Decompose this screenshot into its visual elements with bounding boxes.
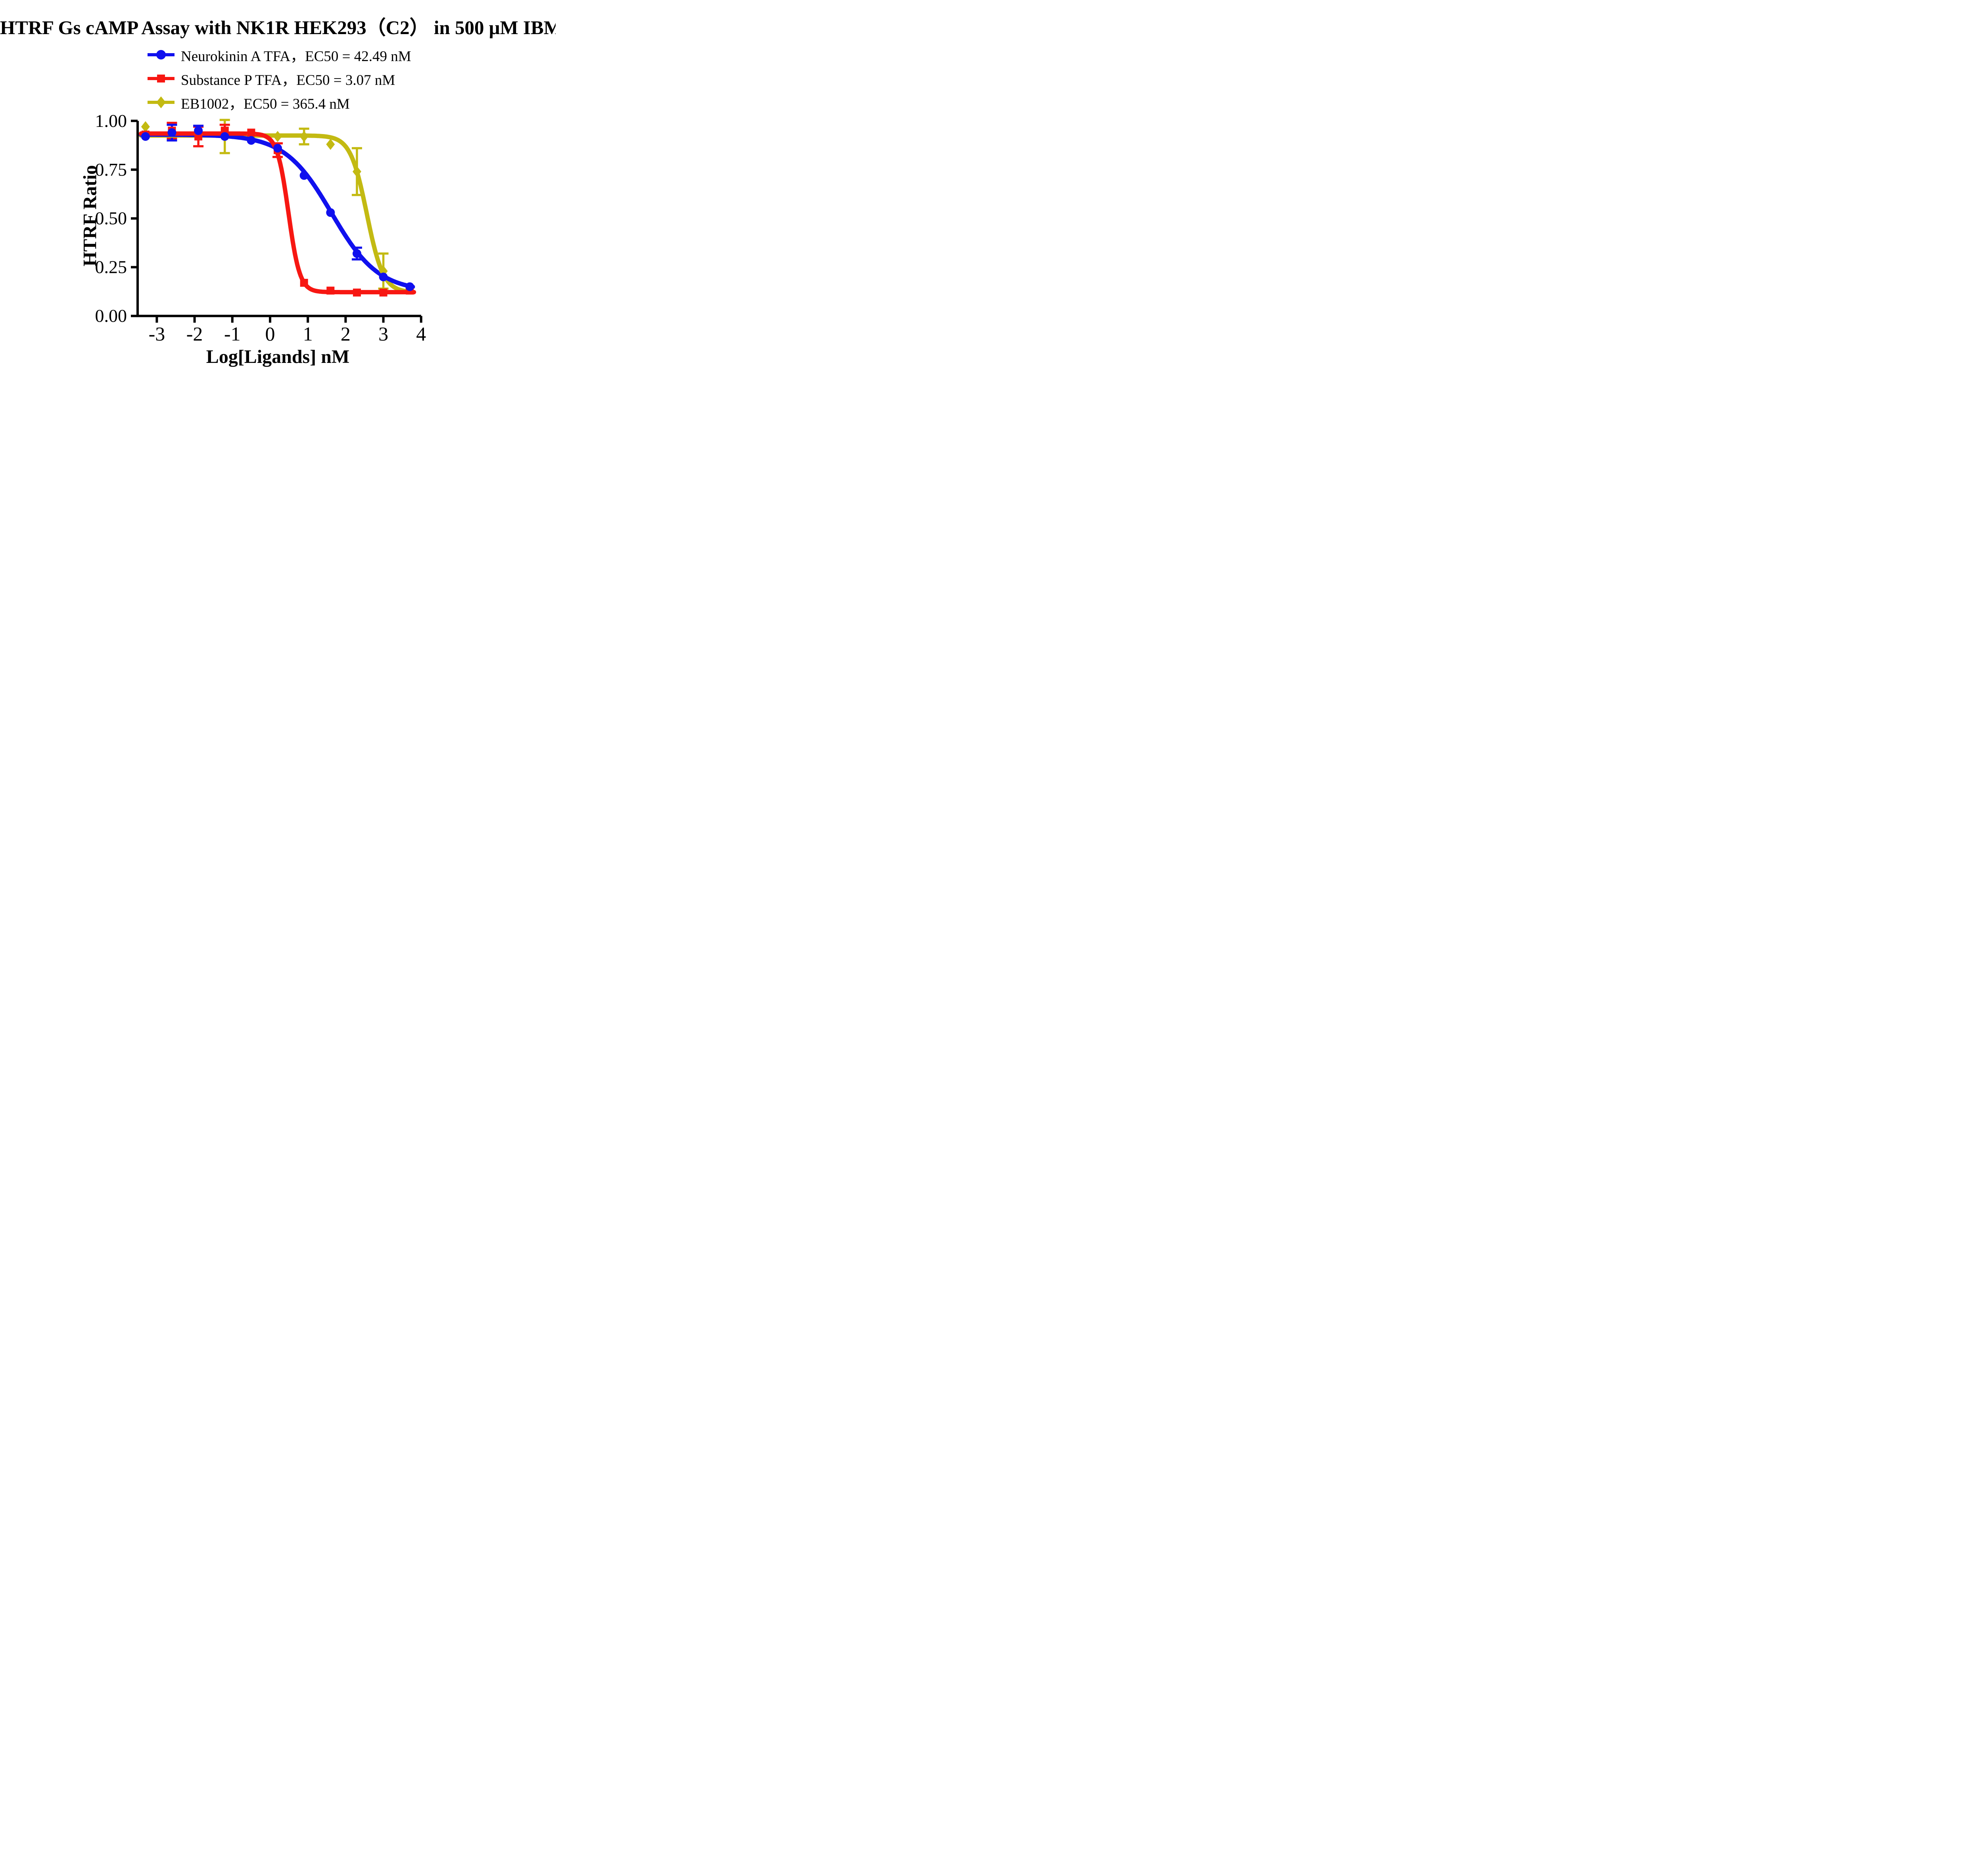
- legend-label: EB1002，EC50 = 365.4 nM: [181, 96, 350, 112]
- neurokinin-a-point: [220, 132, 229, 141]
- neurokinin-a-point: [352, 249, 361, 258]
- neurokinin-a-point: [379, 272, 388, 282]
- figure: HTRF Gs cAMP Assay with NK1R HEK293（C2） …: [0, 0, 556, 375]
- y-tick-label: 1.00: [95, 111, 127, 131]
- x-tick-label: 1: [303, 323, 313, 345]
- neurokinin-a-point: [326, 208, 335, 217]
- legend-label: Neurokinin A TFA，EC50 = 42.49 nM: [181, 48, 411, 65]
- y-tick-label: 0.75: [95, 159, 127, 180]
- y-axis-title: HTRF Ratio: [79, 165, 101, 267]
- neurokinin-a-point: [194, 126, 203, 135]
- neurokinin-a-point: [247, 136, 256, 145]
- y-tick-label: 0.50: [95, 208, 127, 228]
- legend-item-substance-p: Substance P TFA，EC50 = 3.07 nM: [147, 67, 411, 90]
- substance-p-point: [300, 278, 308, 287]
- x-tick-label: 2: [341, 323, 351, 345]
- eb1002-point: [352, 166, 361, 177]
- plot-area: 1.00 0.75 0.50 0.25 0.00 -3 -2 -1 0 1 2 3 4: [95, 111, 426, 345]
- legend-item-eb1002: EB1002，EC50 = 365.4 nM: [147, 90, 411, 114]
- neurokinin-a-point: [273, 144, 282, 153]
- legend-label: Substance P TFA，EC50 = 3.07 nM: [181, 72, 395, 88]
- x-axis-title: Log[Ligands] nM: [206, 346, 350, 367]
- neurokinin-a-point: [299, 171, 309, 180]
- x-tick-label: -2: [186, 323, 203, 345]
- neurokinin-a-point: [141, 132, 150, 141]
- x-tick-label: -3: [149, 323, 165, 345]
- y-tick-label: 0.25: [95, 257, 127, 277]
- eb1002-point: [326, 138, 335, 150]
- x-tick-label: 0: [265, 323, 275, 345]
- chart-title: HTRF Gs cAMP Assay with NK1R HEK293（C2） …: [0, 17, 556, 38]
- legend-item-neurokinin-a: Neurokinin A TFA，EC50 = 42.49 nM: [147, 43, 411, 67]
- square-marker-icon: [148, 75, 175, 82]
- diamond-marker-icon: [148, 96, 175, 108]
- eb1002-point: [273, 131, 282, 142]
- substance-p-point: [379, 288, 387, 297]
- substance-p-point: [353, 288, 361, 297]
- circle-marker-icon: [148, 50, 175, 59]
- eb1002-point: [141, 121, 150, 132]
- substance-p-point: [326, 286, 335, 295]
- y-tick-label: 0.00: [95, 306, 127, 326]
- substance-p-point: [247, 129, 255, 137]
- x-tick-label: 3: [378, 323, 388, 345]
- legend: Neurokinin A TFA，EC50 = 42.49 nM Substanc…: [147, 43, 411, 114]
- x-tick-label: -1: [224, 323, 241, 345]
- neurokinin-a-point: [167, 128, 176, 137]
- x-tick-label: 4: [416, 323, 426, 345]
- eb1002-point: [299, 131, 309, 142]
- neurokinin-a-point: [405, 282, 414, 291]
